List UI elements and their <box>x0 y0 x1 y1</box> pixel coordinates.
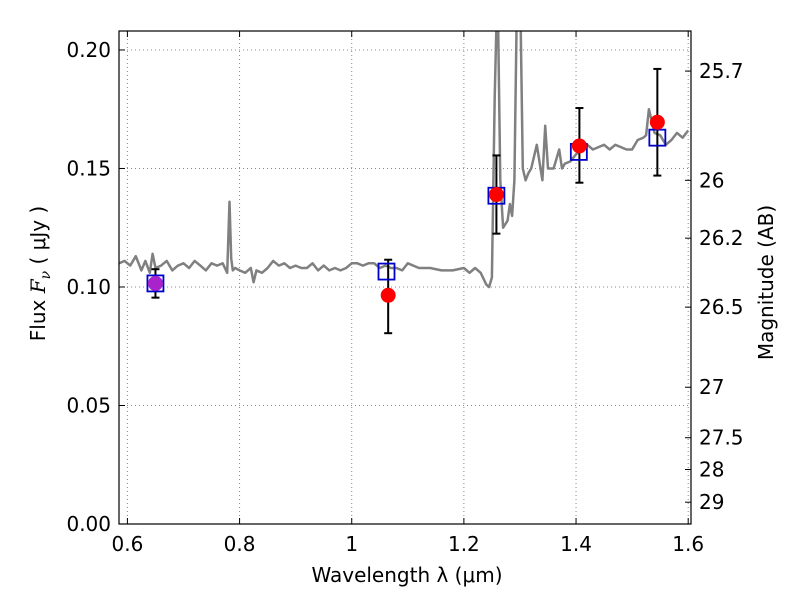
magnitude-tick-label-6: 28 <box>699 457 724 481</box>
magnitude-tick-label-4: 27 <box>699 375 724 399</box>
magnitude-axis-ticks: 25.7 26 26.2 26.5 27 27.5 28 29 <box>685 59 744 514</box>
observed-point-2 <box>488 187 504 203</box>
magnitude-tick-label-2: 26.2 <box>699 226 744 250</box>
observed-point-4 <box>649 114 665 130</box>
error-bars <box>151 67 662 335</box>
model-point-1 <box>377 262 396 281</box>
magnitude-tick-label-5: 27.5 <box>699 426 744 450</box>
observed-photometry-markers <box>147 114 665 303</box>
x-axis-title: Wavelength λ (μm) <box>311 563 502 587</box>
magnitude-tick-label-1: 26 <box>699 168 724 192</box>
magnitude-axis-title: Magnitude (AB) <box>754 205 778 360</box>
x-tick-label-5: 1.6 <box>672 532 704 556</box>
y-tick-label-3: 0.15 <box>66 156 111 180</box>
y-tick-label-2: 0.10 <box>66 275 111 299</box>
spectrum-line <box>119 31 690 289</box>
plot-frame <box>118 30 692 525</box>
magnitude-tick-label-7: 29 <box>699 490 724 514</box>
model-spectrum <box>119 31 690 289</box>
magnitude-tick-label-3: 26.5 <box>699 295 744 319</box>
x-tick-label-2: 1 <box>345 532 358 556</box>
y-tick-label-4: 0.20 <box>66 38 111 62</box>
y-axis-ticks: 0.00 0.05 0.10 0.15 0.20 <box>66 38 125 536</box>
model-point-0 <box>146 274 165 293</box>
x-tick-label-1: 0.8 <box>224 532 256 556</box>
grid-lines <box>119 31 691 525</box>
y-tick-label-0: 0.00 <box>66 512 111 536</box>
x-tick-label-3: 1.2 <box>448 532 480 556</box>
observed-point-1 <box>380 287 396 303</box>
y-axis-title: Flux Fν ( μJy ) <box>26 206 54 341</box>
x-axis-ticks: 0.6 0.8 1 1.2 1.4 1.6 <box>112 31 704 556</box>
x-tick-label-4: 1.4 <box>560 532 592 556</box>
observed-point-0 <box>147 275 163 291</box>
observed-point-3 <box>571 138 587 154</box>
x-tick-label-0: 0.6 <box>112 532 144 556</box>
magnitude-tick-label-0: 25.7 <box>699 59 744 83</box>
y-tick-label-1: 0.05 <box>66 393 111 417</box>
